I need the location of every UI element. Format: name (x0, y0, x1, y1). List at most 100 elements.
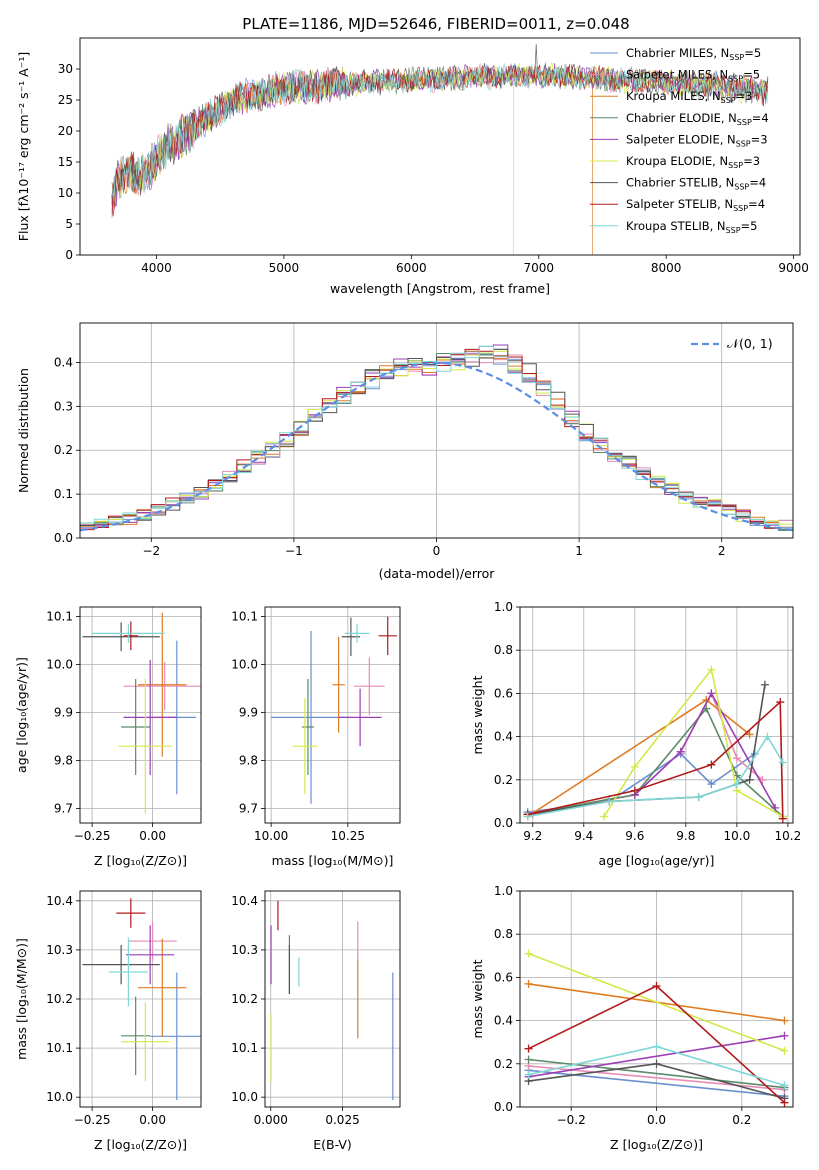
x-axis-label: E(B-V) (313, 1137, 352, 1152)
weight-line (528, 952, 785, 1052)
legend-name: Chabrier STELIB, N (626, 176, 734, 190)
panel-age-vs-mass: 10.00 10.25 9.7 9.8 9.9 10.0 10.1 mass [log₁₀(M… (231, 606, 401, 868)
legend-entry: Chabrier ELODIE, NSSP=4 (626, 111, 769, 127)
axes-frame (79, 890, 202, 1108)
plot-area (265, 891, 400, 1107)
weight-marker (780, 1016, 789, 1025)
y-tick-label: 10.1 (231, 610, 258, 624)
weight-line (527, 698, 751, 818)
x-tick-label: −0.25 (74, 829, 111, 843)
x-tick-label: 0.025 (325, 1113, 359, 1127)
legend-sub: SSP (729, 53, 744, 62)
weight-marker (652, 982, 661, 991)
panel-mass-weight-vs-Z: −0.2 0.0 0.2 0.0 0.2 0.4 0.6 0.8 1.0 Z [log₁₀(Z/Z… (470, 884, 794, 1152)
x-tick-label: 0.000 (254, 1113, 288, 1127)
y-tick-label: 10.3 (231, 943, 258, 957)
weight-marker (652, 1059, 661, 1068)
x-tick-label: −1 (285, 544, 303, 558)
weight-line (527, 752, 756, 813)
weight-marker (630, 786, 639, 795)
y-tick-label: 0.0 (494, 816, 513, 830)
legend-value: =4 (748, 197, 765, 211)
legend-sub: SSP (721, 96, 736, 105)
legend-value: =4 (752, 111, 769, 125)
y-tick-label: 9.8 (239, 754, 258, 768)
x-axis-label: Z [log₁₀(Z/Z⊙)] (610, 1137, 703, 1152)
figure-title: PLATE=1186, MJD=52646, FIBERID=0011, z=0… (242, 15, 629, 33)
legend-name: Kroupa STELIB, N (626, 219, 726, 233)
weight-marker (605, 797, 614, 806)
plot-area (80, 607, 201, 823)
y-tick-label: 0.8 (494, 927, 513, 941)
legend-name: Salpeter STELIB, N (626, 197, 733, 211)
plot-area (265, 607, 400, 823)
y-tick-label: 10 (58, 186, 73, 200)
legend-name: Salpeter MILES, N (626, 68, 728, 82)
legend-sub: SSP (728, 161, 743, 170)
legend-entry: Chabrier STELIB, NSSP=4 (626, 176, 766, 192)
axes-frame (519, 606, 794, 824)
panel-age-vs-Z: −0.25 0.00 9.7 9.8 9.9 10.0 10.1 Z [log₁₀(Z/Z⊙)… (14, 606, 202, 868)
weight-marker (780, 1098, 789, 1107)
plot-area (520, 607, 793, 823)
y-tick-label: 9.8 (54, 754, 73, 768)
error-bars (270, 900, 394, 1101)
plot-area (111, 44, 769, 255)
x-tick-label: 4000 (141, 261, 172, 275)
x-tick-label: 8000 (651, 261, 682, 275)
y-tick-label: 0.6 (494, 686, 513, 700)
x-tick-label: 9.2 (523, 829, 542, 843)
spectrum-line (111, 44, 769, 205)
legend-name: Chabrier ELODIE, N (626, 111, 737, 125)
legend-name: Kroupa ELODIE, N (626, 154, 728, 168)
y-tick-label: 0.2 (494, 1057, 513, 1071)
x-tick-label: 0.2 (732, 1113, 751, 1127)
x-axis-label: Z [log₁₀(Z/Z⊙)] (94, 1137, 187, 1152)
x-tick-label: 0 (433, 544, 441, 558)
weight-marker (524, 1044, 533, 1053)
weight-marker (524, 949, 533, 958)
weight-line (527, 684, 766, 816)
legend-sub: SSP (728, 75, 743, 84)
weight-marker (780, 1046, 789, 1055)
weight-marker (780, 1031, 789, 1040)
error-bars (271, 616, 397, 804)
weight-line (634, 691, 776, 809)
spectrum-lines (111, 44, 769, 255)
weight-marker (524, 1055, 533, 1064)
x-tick-label: 7000 (523, 261, 554, 275)
y-axis-label: mass weight (470, 675, 485, 754)
y-tick-label: 10.3 (46, 943, 73, 957)
x-tick-label: 6000 (396, 261, 427, 275)
legend-value: =4 (749, 176, 766, 190)
x-axis-label: (data-model)/error (379, 566, 496, 581)
legend-value: =5 (741, 219, 758, 233)
y-tick-label: 0.8 (494, 643, 513, 657)
y-tick-label: 9.9 (239, 706, 258, 720)
y-axis-label: Normed distribution (16, 368, 31, 493)
weight-line (527, 735, 784, 818)
weight-marker (763, 732, 772, 741)
plot-area (80, 323, 793, 538)
x-tick-label: −0.25 (74, 1113, 111, 1127)
panel-mass-weight-vs-age: 9.2 9.4 9.6 9.8 10.0 10.2 0.0 0.2 0.4 0.6 0.8 1.0 ag… (470, 600, 801, 868)
weight-marker (524, 1070, 533, 1079)
x-tick-label: 9.6 (625, 829, 644, 843)
plot-area (520, 891, 793, 1107)
legend-entry: Salpeter STELIB, NSSP=4 (626, 197, 765, 213)
x-tick-label: 0.00 (139, 829, 166, 843)
y-tick-label: 0.6 (494, 970, 513, 984)
x-axis-label: Z [log₁₀(Z/Z⊙)] (94, 853, 187, 868)
legend-sub: SSP (737, 118, 752, 127)
y-tick-label: 20 (58, 124, 73, 138)
x-tick-label: 2 (718, 544, 726, 558)
gridlines (265, 607, 400, 823)
weight-marker (600, 812, 609, 821)
x-tick-label: 10.25 (331, 829, 365, 843)
axes-frame (519, 890, 794, 1108)
legend-value: =3 (736, 89, 753, 103)
weight-line (527, 707, 784, 818)
x-axis-label: wavelength [Angstrom, rest frame] (330, 281, 550, 296)
weight-marker (732, 754, 741, 763)
